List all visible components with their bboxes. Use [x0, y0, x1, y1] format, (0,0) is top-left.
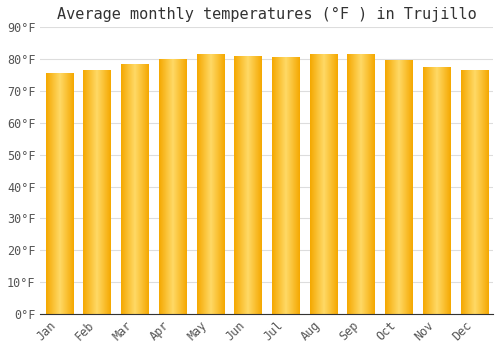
- Title: Average monthly temperatures (°F ) in Trujillo: Average monthly temperatures (°F ) in Tr…: [57, 7, 476, 22]
